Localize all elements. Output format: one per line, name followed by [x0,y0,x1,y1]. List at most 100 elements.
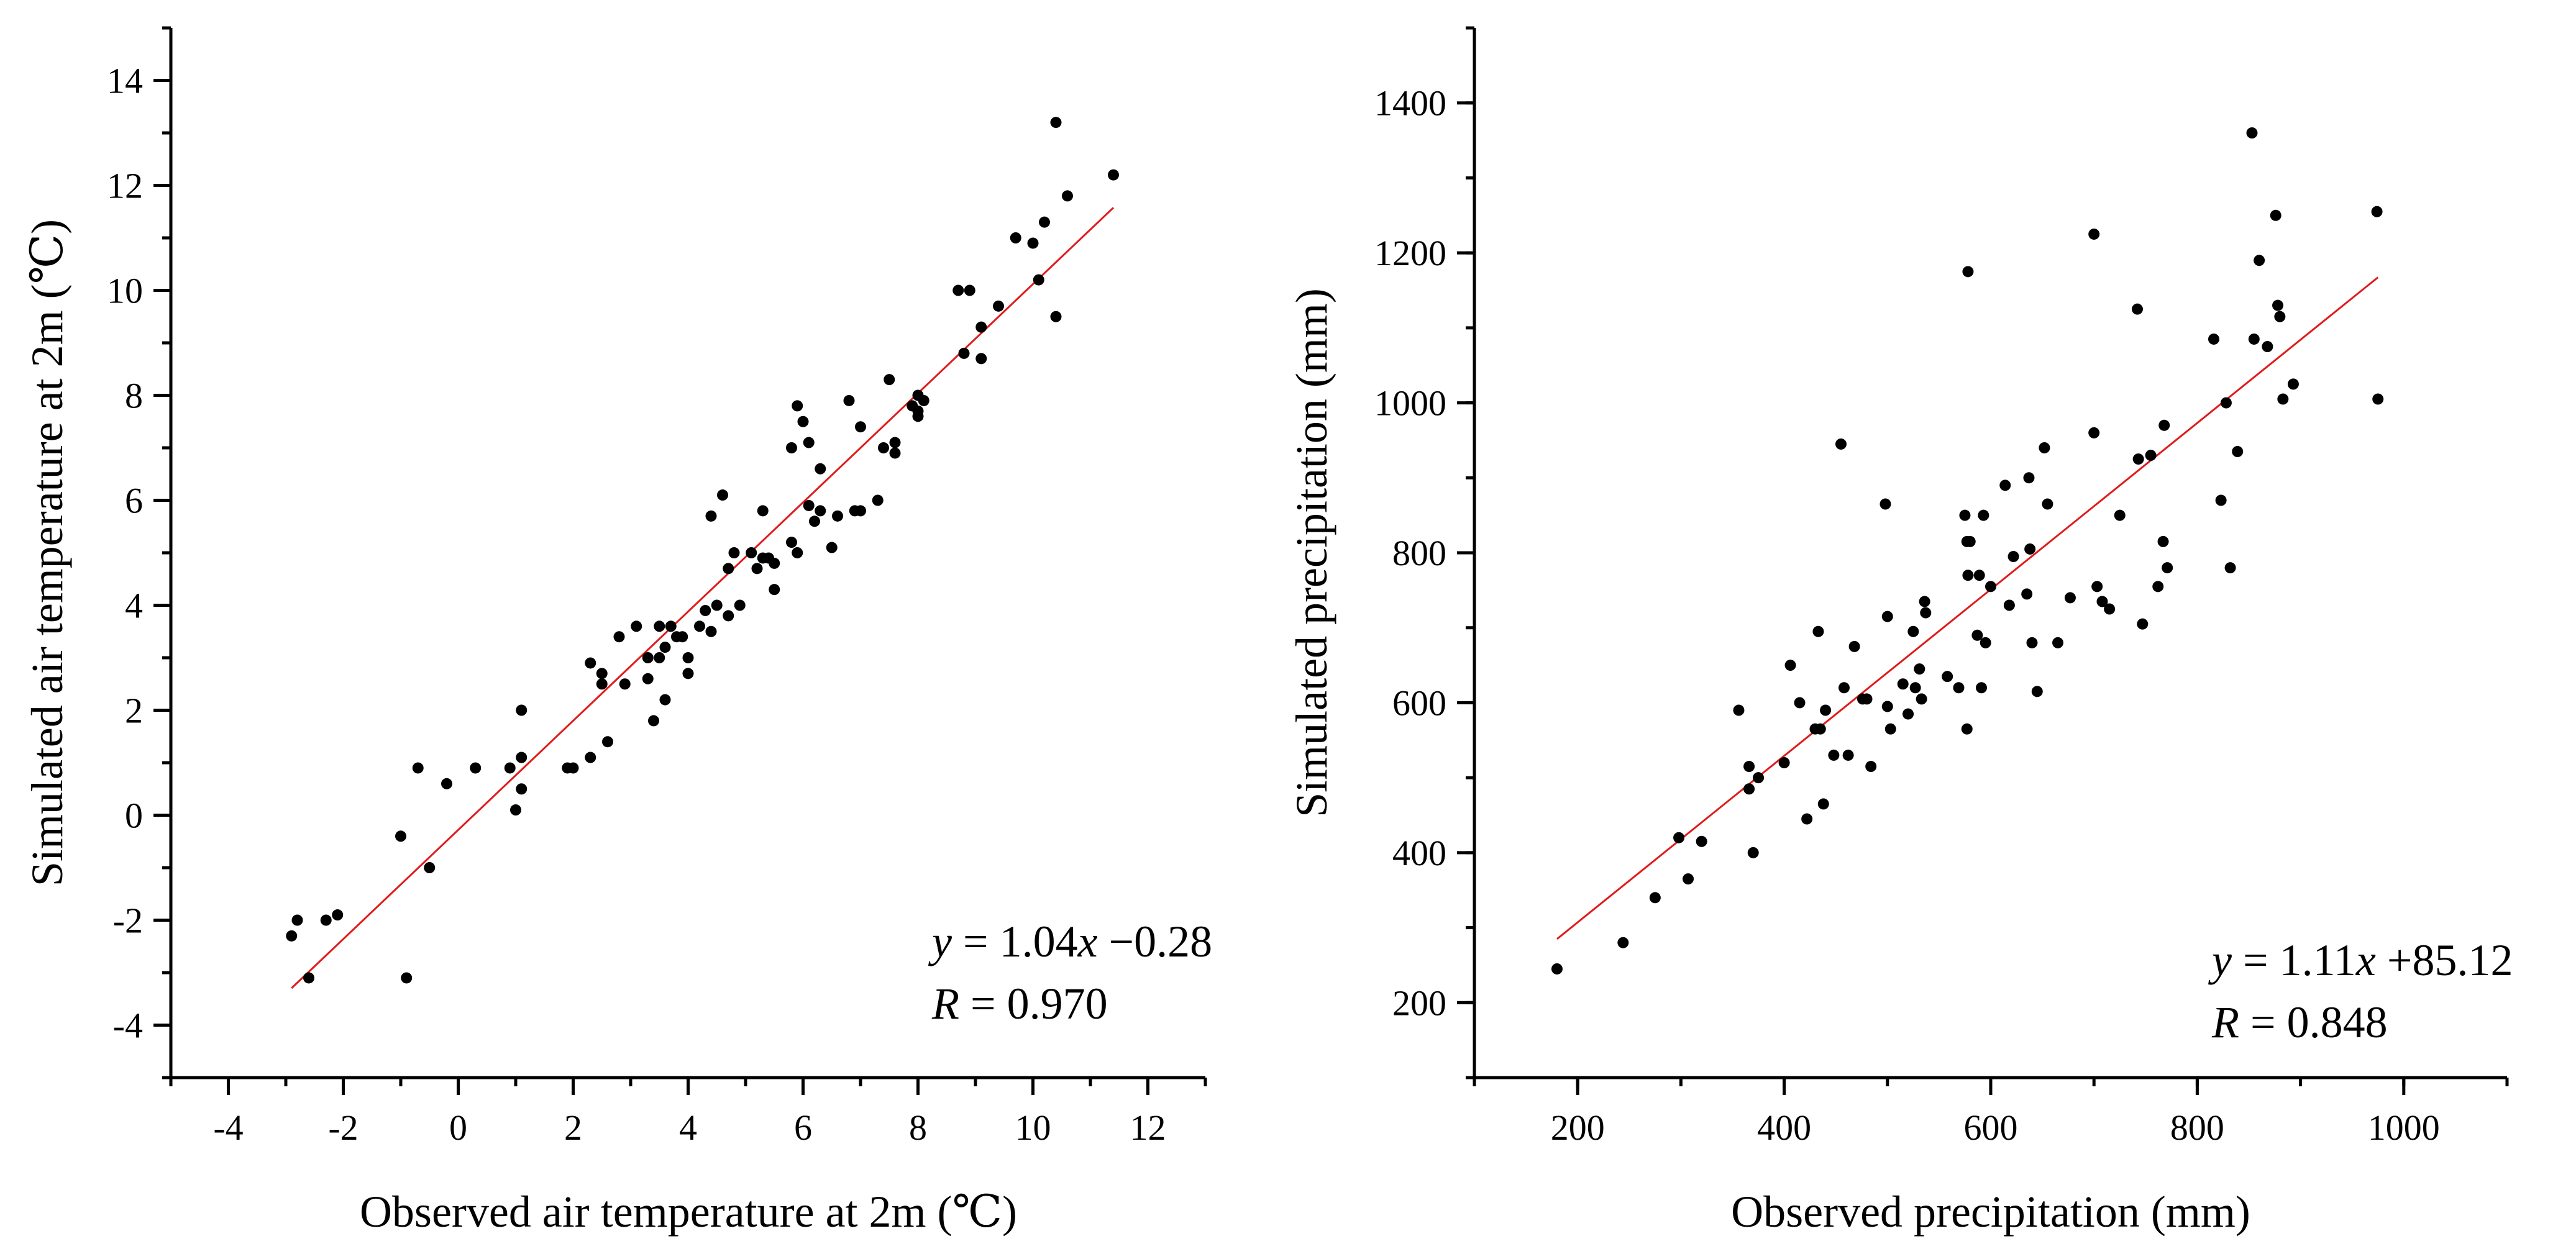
data-point [1881,611,1893,622]
data-point [510,804,521,816]
data-point [843,394,855,406]
data-point [2277,393,2289,405]
data-point [2024,543,2036,555]
data-point [567,762,579,774]
y-major-ticks [153,79,171,1027]
y-axis-title: Simulated precipitation (mm) [1287,288,1336,817]
data-point [728,547,740,558]
data-point [1673,832,1685,843]
data-point [2026,637,2038,648]
x-tick-label: 6 [794,1107,812,1148]
data-point [2246,127,2258,139]
data-point [631,620,642,632]
equation-x-variable: x [1077,917,1098,966]
data-point [705,510,717,522]
data-point [1842,749,1854,761]
data-point [815,505,826,517]
x-tick-label: 0 [449,1107,467,1148]
fit-line [1556,276,2379,940]
data-point [1978,509,1989,521]
data-point [1920,607,1932,619]
y-tick-label: 800 [1392,533,1446,573]
data-point [2007,551,2019,563]
y-tick-label: -2 [113,901,143,941]
data-point [2232,446,2244,458]
data-point [711,599,723,611]
data-point [1039,216,1050,228]
x-tick-label: -2 [328,1107,358,1148]
x-axis-title: Observed precipitation (mm) [1731,1187,2250,1237]
regression-equation: y = 1.04x −0.28 [928,917,1212,966]
data-point [2248,333,2260,345]
equation-intercept: +85.12 [2376,935,2513,985]
data-point [1817,798,1829,810]
data-point [516,752,528,763]
data-point [1794,697,1806,709]
equation-y-variable: y [928,917,952,966]
y-major-ticks [1457,101,1474,1004]
data-point [424,862,436,873]
data-point [1062,190,1073,202]
data-points [1551,127,2384,975]
data-point [757,505,769,517]
data-point [1980,637,1991,648]
y-tick-label: 8 [125,376,143,416]
data-point [1976,682,1988,694]
data-point [1942,671,1953,683]
data-point [1909,682,1921,694]
r-value: = 0.970 [959,979,1108,1029]
data-point [291,914,303,926]
data-point [1919,596,1930,607]
data-point [1879,498,1891,510]
data-point [654,620,665,632]
y-tick-label: 0 [125,796,143,836]
data-point [1733,704,1745,716]
data-point [642,652,654,663]
y-tick-labels: -4 -2 0 2 4 6 8 10 12 14 [107,61,143,1046]
data-point [993,300,1004,312]
data-point [303,972,314,984]
x-tick-labels: -4 -2 0 2 4 6 8 10 12 [213,1107,1166,1148]
data-point [596,678,608,690]
data-point [596,668,608,679]
data-point [2088,427,2100,438]
equation-slope: = 1.11 [2232,935,2356,985]
data-point [585,752,596,763]
data-point [401,972,413,984]
data-point [1962,266,1974,278]
data-point [470,762,482,774]
data-point [918,394,929,406]
data-point [665,620,677,632]
data-point [723,563,734,575]
data-point [659,694,671,706]
r-value: = 0.848 [2239,997,2388,1047]
data-point [2052,637,2064,648]
data-point [1814,723,1826,735]
data-point [2215,494,2227,506]
precipitation-scatter-chart: 200 400 600 800 1000 200 400 600 800 1000 1200 140… [1287,26,2513,1237]
data-point [734,599,746,611]
data-point [2372,393,2384,405]
data-point [2157,535,2169,547]
y-tick-label: 2 [125,691,143,731]
x-tick-label: 800 [2170,1107,2224,1148]
data-point [1050,311,1062,322]
data-point [872,494,884,506]
data-point [1027,237,1039,249]
data-point [648,715,659,727]
data-point [602,736,613,748]
data-point [878,442,889,453]
data-point [619,678,631,690]
data-point [395,830,406,842]
x-tick-label: 8 [909,1107,927,1148]
data-point [1971,629,1983,641]
data-point [2091,581,2103,593]
data-point [964,284,975,296]
axis-frame [1473,28,2507,1079]
temperature-scatter-chart: -4 -2 0 2 4 6 8 10 12 -4 -2 0 2 4 6 8 10 12 14 Observed a… [22,26,1212,1237]
y-tick-label: 4 [125,586,143,626]
equation-slope: = 1.04 [952,917,1078,966]
data-point [2096,596,2108,607]
y-tick-label: 1200 [1374,233,1446,273]
data-point [1778,757,1790,768]
